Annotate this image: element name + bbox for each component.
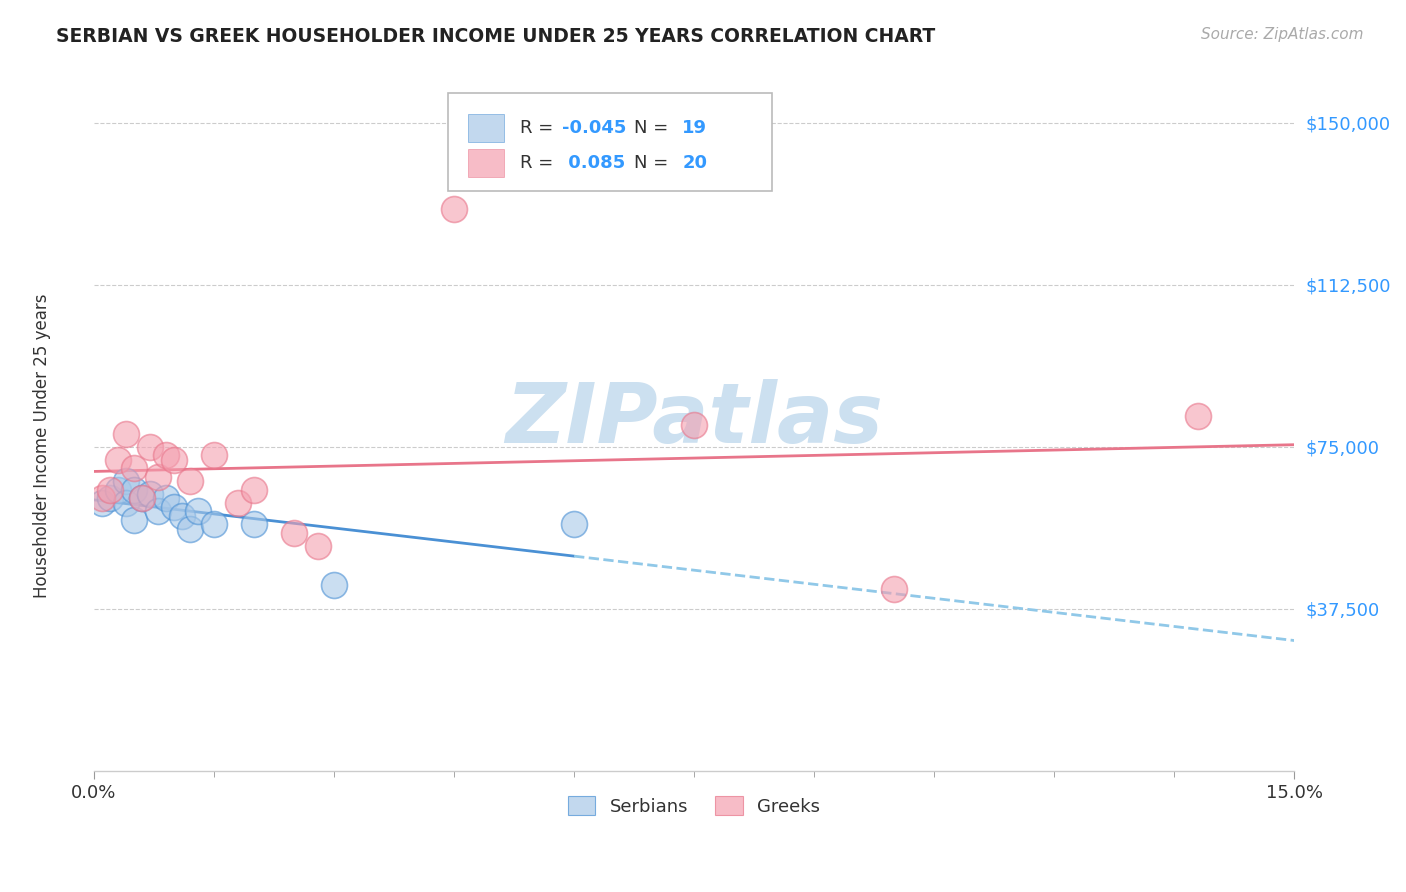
Point	[139, 440, 162, 454]
Text: 20: 20	[682, 154, 707, 172]
Point	[115, 474, 138, 488]
Point	[883, 582, 905, 597]
Point	[187, 504, 209, 518]
Text: ZIPatlas: ZIPatlas	[505, 379, 883, 460]
Point	[139, 487, 162, 501]
Point	[163, 452, 186, 467]
Point	[122, 461, 145, 475]
Text: Householder Income Under 25 years: Householder Income Under 25 years	[34, 293, 51, 599]
Text: SERBIAN VS GREEK HOUSEHOLDER INCOME UNDER 25 YEARS CORRELATION CHART: SERBIAN VS GREEK HOUSEHOLDER INCOME UNDE…	[56, 27, 935, 45]
Point	[107, 483, 129, 497]
Text: R =: R =	[520, 120, 560, 137]
Point	[122, 483, 145, 497]
Point	[226, 496, 249, 510]
Text: 0.085: 0.085	[562, 154, 626, 172]
Point	[307, 539, 329, 553]
Point	[155, 491, 177, 506]
Text: 19: 19	[682, 120, 707, 137]
Point	[1187, 409, 1209, 424]
Point	[243, 483, 266, 497]
Text: N =: N =	[634, 120, 673, 137]
Point	[155, 448, 177, 462]
Point	[146, 470, 169, 484]
Bar	[468, 114, 505, 142]
Point	[98, 483, 121, 497]
Point	[179, 474, 201, 488]
Point	[443, 202, 465, 216]
Text: -0.045: -0.045	[562, 120, 627, 137]
Point	[283, 526, 305, 541]
Text: N =: N =	[634, 154, 673, 172]
Point	[170, 508, 193, 523]
Point	[115, 496, 138, 510]
Point	[243, 517, 266, 532]
Point	[179, 522, 201, 536]
Bar	[468, 149, 505, 178]
Point	[131, 491, 153, 506]
Point	[98, 491, 121, 506]
Point	[122, 513, 145, 527]
FancyBboxPatch shape	[449, 93, 772, 192]
Point	[202, 448, 225, 462]
Point	[115, 426, 138, 441]
Text: R =: R =	[520, 154, 560, 172]
Point	[90, 496, 112, 510]
Text: Source: ZipAtlas.com: Source: ZipAtlas.com	[1201, 27, 1364, 42]
Point	[323, 578, 346, 592]
Point	[163, 500, 186, 515]
Legend: Serbians, Greeks: Serbians, Greeks	[560, 788, 830, 825]
Point	[202, 517, 225, 532]
Point	[683, 417, 706, 432]
Point	[562, 517, 585, 532]
Point	[131, 491, 153, 506]
Point	[146, 504, 169, 518]
Point	[107, 452, 129, 467]
Point	[90, 491, 112, 506]
